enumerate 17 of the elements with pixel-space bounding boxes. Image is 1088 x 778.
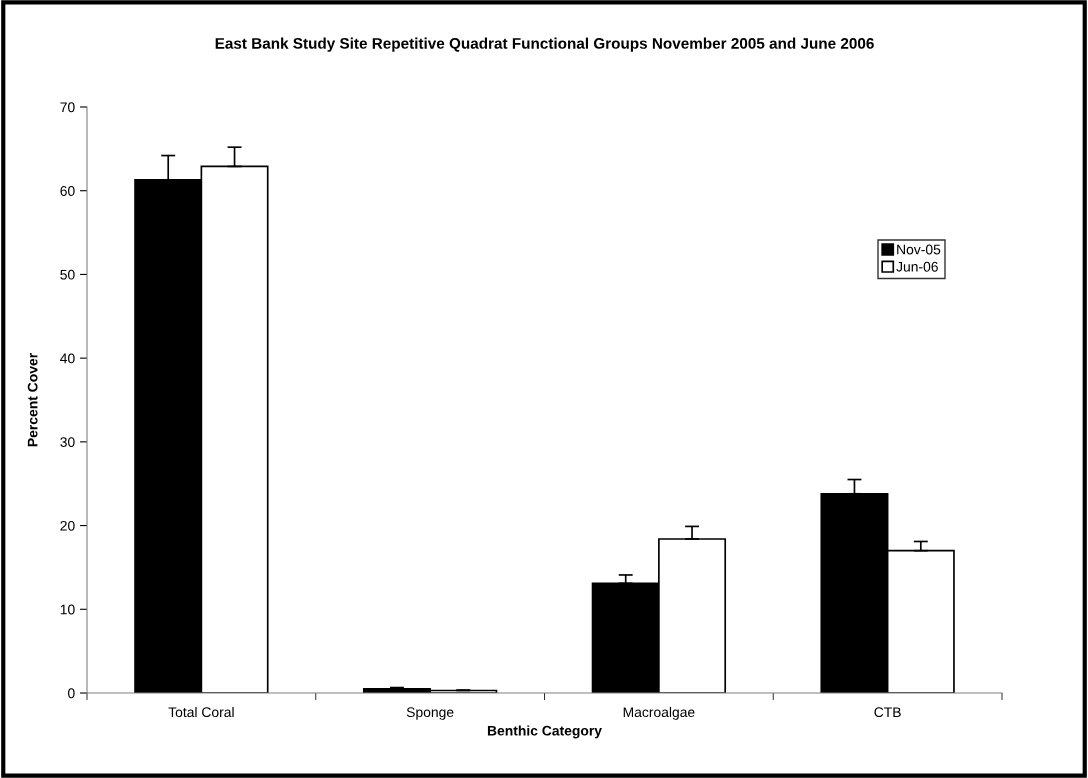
- y-tick-label: 60: [60, 186, 75, 196]
- x-tick-label: Total Coral: [168, 706, 234, 718]
- x-axis-title: Benthic Category: [487, 725, 602, 739]
- y-tick-label: 30: [60, 437, 75, 448]
- legend-label: Jun-06: [896, 261, 938, 272]
- legend-label: Nov-05: [897, 244, 941, 255]
- y-tick-label: 20: [60, 520, 75, 531]
- y-axis-title: Percent Cover: [27, 353, 38, 447]
- y-tick-label: 70: [60, 102, 75, 113]
- y-tick-label: 50: [60, 269, 75, 280]
- x-tick-label: CTB: [874, 707, 901, 718]
- x-tick-label: Macroalgae: [623, 706, 695, 720]
- y-tick-label: 40: [60, 353, 75, 364]
- x-tick-label: Sponge: [406, 707, 454, 720]
- chart-title: East Bank Study Site Repetitive Quadrat Functional Groups November 2005 and June 2006: [215, 37, 874, 52]
- y-tick-label: 0: [68, 688, 75, 699]
- y-tick-label: 10: [60, 604, 75, 615]
